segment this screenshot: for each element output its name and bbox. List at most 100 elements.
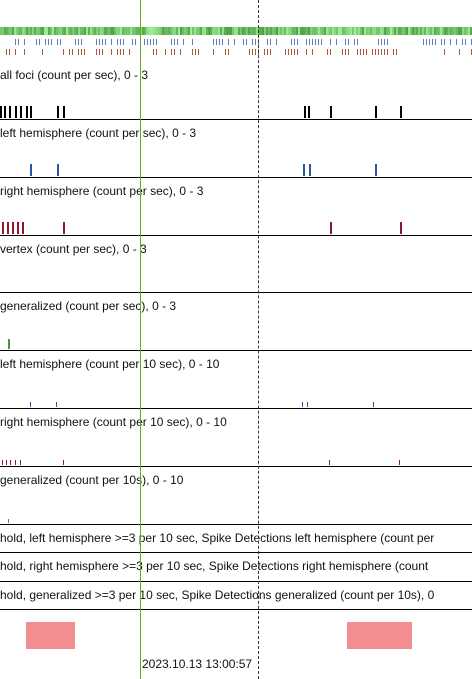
density-cell bbox=[156, 27, 158, 35]
detection-tick bbox=[12, 222, 14, 234]
density-cell bbox=[406, 27, 408, 35]
density-cell bbox=[360, 27, 362, 35]
density-cell bbox=[80, 27, 82, 35]
density-cell bbox=[464, 27, 466, 35]
density-cell bbox=[20, 27, 22, 35]
density-cell bbox=[334, 27, 336, 35]
density-mark bbox=[456, 39, 457, 45]
track-threshold-generalized[interactable]: hold, generalized >=3 per 10 sec, Spike … bbox=[0, 582, 472, 610]
density-mark bbox=[255, 49, 256, 55]
density-mark bbox=[15, 49, 16, 55]
detection-tick bbox=[9, 106, 11, 118]
detection-tick bbox=[2, 460, 3, 465]
density-cell bbox=[220, 27, 222, 35]
density-cell bbox=[152, 27, 154, 35]
density-cell bbox=[214, 27, 216, 35]
density-mark bbox=[147, 39, 148, 45]
track-left-hemisphere-per-10sec[interactable]: left hemisphere (count per 10 sec), 0 - … bbox=[0, 351, 472, 409]
density-mark bbox=[318, 39, 319, 45]
track-label: hold, right hemisphere >=3 per 10 sec, S… bbox=[0, 559, 429, 573]
density-cell bbox=[354, 27, 356, 35]
density-cell bbox=[366, 27, 368, 35]
density-cell bbox=[120, 27, 122, 35]
detection-tick bbox=[22, 222, 24, 234]
density-cell bbox=[154, 27, 156, 35]
density-cell bbox=[108, 27, 110, 35]
density-cell bbox=[348, 27, 350, 35]
density-mark bbox=[306, 49, 307, 55]
density-mark bbox=[387, 49, 388, 55]
density-cell bbox=[200, 27, 202, 35]
density-mark bbox=[345, 39, 346, 45]
density-cell bbox=[282, 27, 284, 35]
detection-tick bbox=[399, 460, 400, 465]
density-mark bbox=[255, 39, 256, 45]
event-marker[interactable] bbox=[347, 622, 412, 649]
density-mark bbox=[120, 39, 121, 45]
density-cell bbox=[236, 27, 238, 35]
density-cell bbox=[466, 27, 468, 35]
track-threshold-left[interactable]: hold, left hemisphere >=3 per 10 sec, Sp… bbox=[0, 525, 472, 553]
playback-cursor-line[interactable] bbox=[140, 0, 141, 679]
density-cell bbox=[170, 27, 172, 35]
density-cell bbox=[82, 27, 84, 35]
density-mark bbox=[348, 39, 349, 45]
density-mark bbox=[96, 49, 97, 55]
density-cell bbox=[66, 27, 68, 35]
density-cell bbox=[184, 27, 186, 35]
density-cell bbox=[364, 27, 366, 35]
density-cell bbox=[28, 27, 30, 35]
density-cell bbox=[450, 27, 452, 35]
density-mark bbox=[429, 39, 430, 45]
density-cell bbox=[112, 27, 114, 35]
density-cell bbox=[204, 27, 206, 35]
density-cell bbox=[230, 27, 232, 35]
density-mark bbox=[342, 49, 343, 55]
track-threshold-right[interactable]: hold, right hemisphere >=3 per 10 sec, S… bbox=[0, 553, 472, 582]
density-mark bbox=[111, 39, 112, 45]
detection-tick bbox=[6, 460, 7, 465]
density-cell bbox=[436, 27, 438, 35]
density-cell bbox=[296, 27, 298, 35]
density-mark bbox=[198, 49, 199, 55]
density-mark bbox=[435, 39, 436, 45]
density-mark bbox=[213, 49, 214, 55]
reference-cursor-line[interactable] bbox=[258, 0, 259, 679]
density-cell bbox=[336, 27, 338, 35]
density-mark bbox=[426, 39, 427, 45]
density-mark bbox=[120, 49, 121, 55]
density-cell bbox=[254, 27, 256, 35]
track-right-hemisphere-per-sec[interactable]: right hemisphere (count per sec), 0 - 3 bbox=[0, 178, 472, 236]
density-mark bbox=[312, 39, 313, 45]
density-cell bbox=[56, 27, 58, 35]
track-generalized-per-sec[interactable]: generalized (count per sec), 0 - 3 bbox=[0, 293, 472, 351]
track-vertex-per-sec[interactable]: vertex (count per sec), 0 - 3 bbox=[0, 236, 472, 293]
track-left-hemisphere-per-sec[interactable]: left hemisphere (count per sec), 0 - 3 bbox=[0, 120, 472, 178]
detection-tick bbox=[400, 222, 402, 234]
density-cell bbox=[410, 27, 412, 35]
density-mark bbox=[321, 39, 322, 45]
density-cell bbox=[272, 27, 274, 35]
density-mark bbox=[267, 39, 268, 45]
density-cell bbox=[368, 27, 370, 35]
density-cell bbox=[76, 27, 78, 35]
event-marker[interactable] bbox=[26, 622, 75, 649]
track-label: all foci (count per sec), 0 - 3 bbox=[0, 68, 149, 82]
track-generalized-per-10sec[interactable]: generalized (count per 10s), 0 - 10 bbox=[0, 467, 472, 525]
density-cell bbox=[286, 27, 288, 35]
density-mark bbox=[264, 49, 265, 55]
density-mark bbox=[462, 39, 463, 45]
density-cell bbox=[74, 27, 76, 35]
overview-density-strip[interactable] bbox=[0, 0, 472, 62]
density-cell bbox=[36, 27, 38, 35]
density-cell bbox=[404, 27, 406, 35]
density-mark bbox=[51, 39, 52, 45]
track-right-hemisphere-per-10sec[interactable]: right hemisphere (count per 10 sec), 0 -… bbox=[0, 409, 472, 467]
density-cell bbox=[148, 27, 150, 35]
density-cell bbox=[440, 27, 442, 35]
density-cell bbox=[356, 27, 358, 35]
detection-tick bbox=[8, 519, 9, 523]
density-cell bbox=[58, 27, 60, 35]
track-all-foci[interactable]: all foci (count per sec), 0 - 3 bbox=[0, 62, 472, 120]
density-cell bbox=[362, 27, 364, 35]
